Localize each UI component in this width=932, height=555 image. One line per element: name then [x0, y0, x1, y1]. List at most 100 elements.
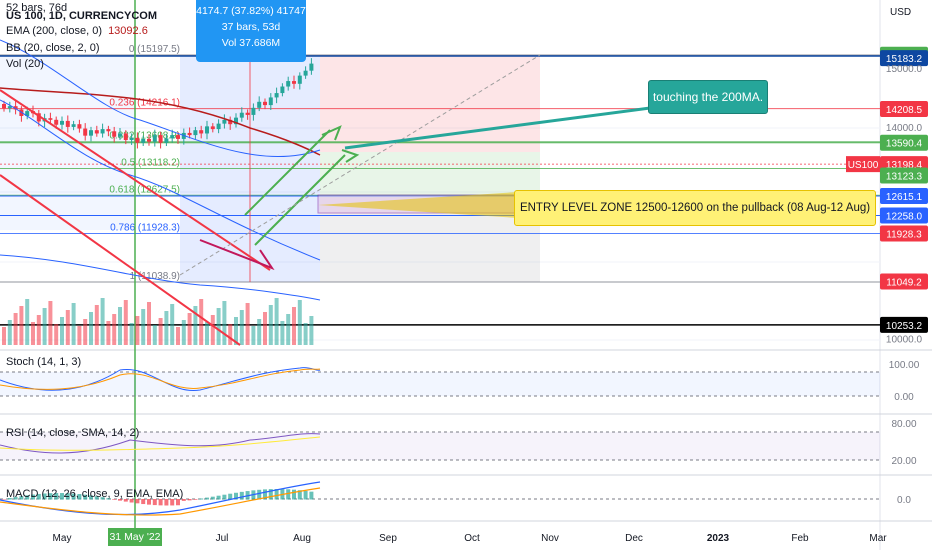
macd-histogram-bar: [106, 498, 111, 500]
volume-bar: [129, 323, 134, 345]
price-axis-label: 11049.2: [886, 277, 922, 288]
legend-vol[interactable]: Vol (20): [6, 58, 44, 70]
volume-bar: [94, 305, 99, 345]
candle-body: [164, 138, 169, 143]
rsi-label[interactable]: RSI (14, close, SMA, 14, 2): [6, 427, 140, 439]
candle-body: [106, 129, 111, 132]
candle-body: [7, 106, 12, 109]
macd-histogram-bar: [234, 492, 238, 500]
candle-body: [297, 75, 302, 84]
macd-histogram-bar: [48, 493, 53, 500]
candle-body: [65, 120, 70, 127]
candle-body: [280, 86, 285, 94]
volume-bar: [118, 307, 122, 345]
volume-bar: [292, 307, 296, 345]
rsi-level-label: 20.00: [891, 456, 916, 467]
volume-bar: [303, 323, 308, 345]
ema-200-line: [0, 87, 321, 156]
stoch-level-label: 100.00: [889, 360, 920, 371]
volume-bar: [245, 303, 250, 345]
legend-ema-label: EMA (200, close, 0): [6, 25, 102, 37]
volume-bar: [263, 312, 267, 345]
stoch-band: [0, 372, 880, 396]
macd-histogram-bar: [181, 499, 186, 501]
volume-bar: [60, 317, 64, 345]
macd-histogram-bar: [199, 498, 204, 500]
macd-histogram-bar: [187, 499, 192, 501]
legend-ema[interactable]: EMA (200, close, 0) 13092.6: [6, 25, 148, 37]
price-axis-badge: [880, 134, 928, 151]
candle-body: [152, 135, 157, 142]
macd-histogram-bar: [286, 489, 291, 500]
volume-bar: [158, 318, 163, 345]
candle-body: [205, 126, 209, 134]
measure-volume: Vol 37.686M: [221, 37, 281, 49]
volume-bar: [48, 301, 53, 345]
price-axis-badge: [880, 100, 928, 117]
macd-histogram-bar: [210, 496, 215, 500]
macd-histogram-bar: [303, 490, 308, 500]
callout-entry-zone[interactable]: ENTRY LEVEL ZONE 12500-12600 on the pull…: [514, 190, 876, 226]
price-axis-badge: [880, 273, 928, 290]
time-axis-label: 2023: [707, 533, 730, 544]
macd-histogram-bar: [239, 491, 244, 500]
volume-bar: [25, 299, 30, 345]
macd-histogram-bar: [152, 499, 157, 506]
fib-level-label: 0.236 (14216.1): [109, 98, 180, 109]
volume-bar: [251, 326, 256, 345]
volume-bar: [77, 326, 82, 345]
price-axis-label: 13123.3: [886, 171, 923, 182]
bb-lower-band: [0, 99, 321, 261]
candle-body: [234, 117, 238, 125]
rsi-ma-line: [0, 436, 321, 451]
time-axis-label: Nov: [541, 533, 559, 544]
macd-histogram-bar: [193, 499, 198, 500]
candle-body: [286, 81, 291, 87]
legend-bb[interactable]: BB (20, close, 2, 0): [6, 42, 100, 54]
volume-bar: [297, 300, 302, 345]
macd-histogram-bar: [54, 493, 59, 500]
fib-level-label: 0 (15197.5): [129, 44, 180, 55]
macd-histogram-bar: [176, 499, 180, 506]
price-axis-label: 11928.3: [886, 229, 922, 240]
candle-body: [303, 70, 308, 76]
price-axis-label: 15000.0: [886, 64, 923, 75]
volume-bar: [309, 316, 314, 345]
fib-level-label: 0.382 (13608.9): [109, 131, 180, 142]
volume-bar: [123, 300, 128, 345]
macd-histogram-bar: [164, 499, 169, 506]
volume-bar: [89, 312, 93, 345]
volume-bar: [210, 315, 215, 345]
legend-symbol[interactable]: US 100, 1D, CURRENCYCOM: [6, 10, 157, 22]
currency-label[interactable]: USD: [890, 7, 912, 18]
callout-touching-200ma[interactable]: touching the 200MA.: [648, 80, 768, 114]
candle-body: [112, 131, 117, 137]
projection-line: [179, 54, 541, 276]
candle-body: [77, 124, 82, 129]
macd-histogram-bar: [42, 493, 47, 500]
volume-bar: [234, 317, 238, 345]
macd-histogram-bar: [19, 496, 24, 500]
volume-bar: [257, 319, 262, 345]
macd-histogram-bar: [123, 499, 128, 502]
candle-body: [292, 81, 296, 84]
volume-bar: [222, 301, 227, 345]
measure-bars: 37 bars, 53d: [221, 21, 281, 33]
macd-histogram-bar: [228, 493, 233, 500]
candle-body: [210, 126, 215, 130]
macd-histogram-bar: [94, 496, 99, 500]
price-axis-badge: [880, 316, 928, 333]
macd-label[interactable]: MACD (12, 26, close, 9, EMA, EMA): [6, 488, 184, 500]
stoch-label[interactable]: Stoch (14, 1, 3): [6, 356, 82, 368]
macd-histogram-bar: [71, 493, 76, 500]
candle-body: [25, 111, 30, 116]
measure-tooltip: 4174.7 (37.82%) 41747 37 bars, 53d Vol 3…: [196, 0, 306, 62]
candle-body: [89, 130, 93, 136]
volume-bar: [152, 325, 157, 345]
macd-histogram-bar: [89, 495, 93, 500]
volume-bar: [164, 311, 169, 345]
legend-ema-value: 13092.6: [108, 25, 148, 37]
candle-body: [118, 133, 122, 137]
